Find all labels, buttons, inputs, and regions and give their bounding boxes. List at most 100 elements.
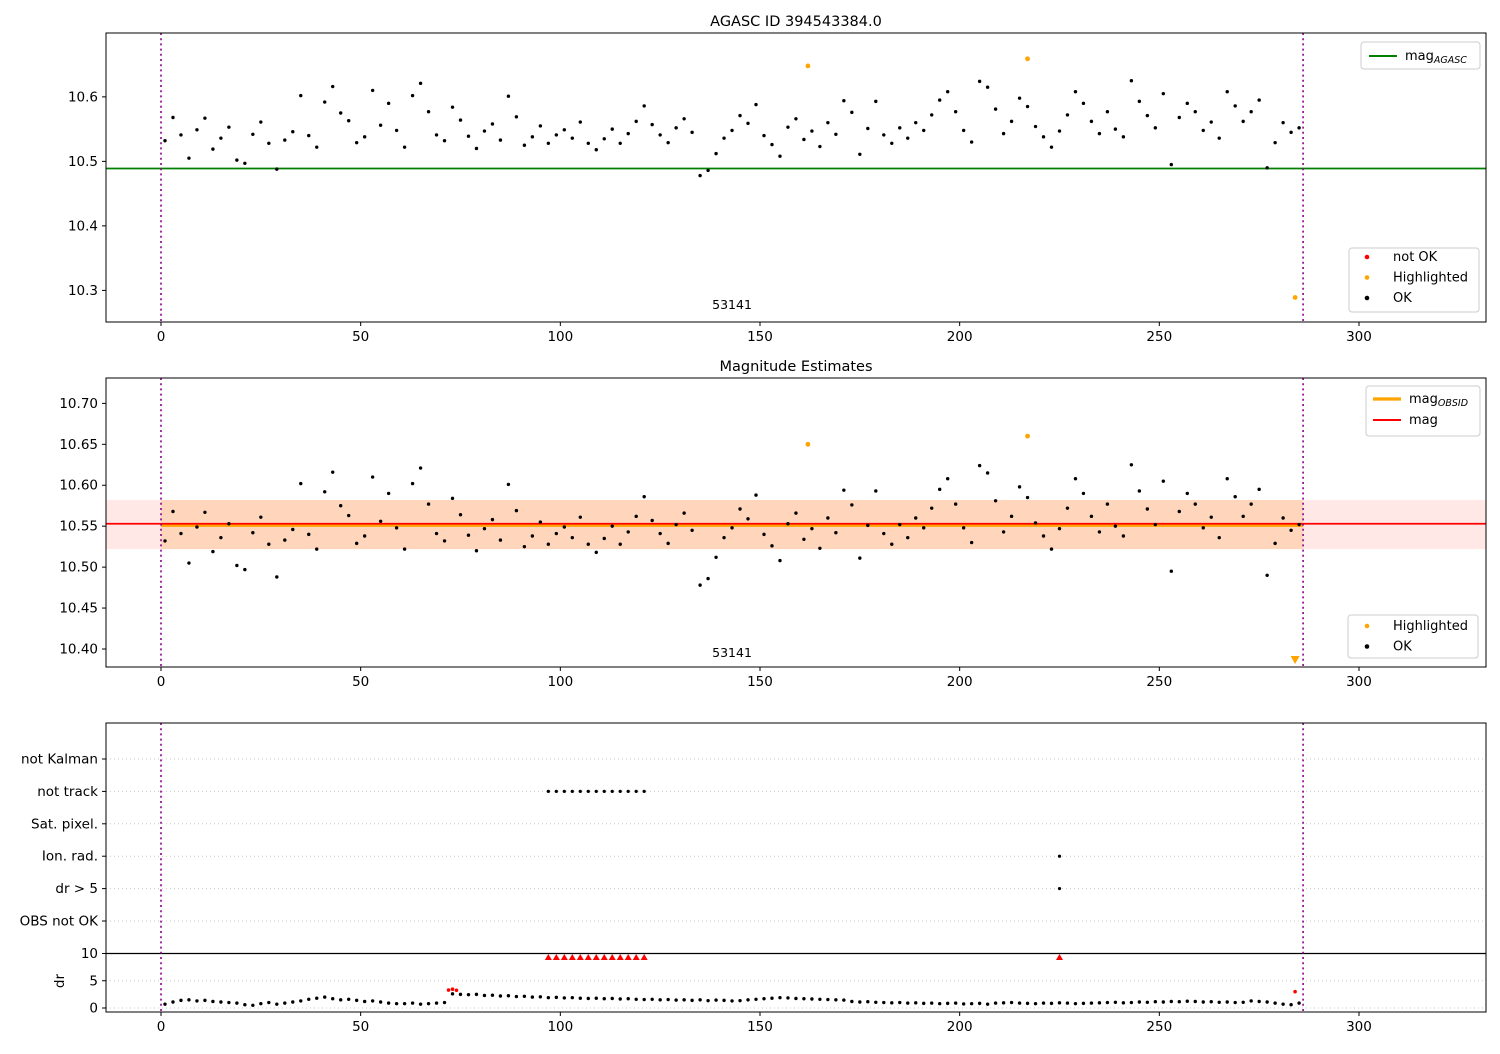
ok-point — [682, 117, 686, 121]
ok-point — [434, 531, 439, 536]
ok-point — [666, 541, 670, 546]
legend-label: OK — [1393, 640, 1412, 655]
ok-point — [642, 104, 646, 108]
ok-point — [953, 502, 958, 506]
ok-point — [890, 542, 894, 546]
y-tick-label: 10.4 — [68, 218, 98, 234]
legend-dot-sample — [1364, 275, 1370, 280]
dr-ok-point — [291, 1000, 295, 1004]
ok-point — [235, 158, 239, 162]
ok-point — [1273, 140, 1277, 145]
ok-point — [914, 120, 918, 125]
dr-ok-point — [914, 1001, 918, 1005]
ok-point — [674, 522, 678, 527]
ok-point — [874, 489, 878, 493]
ok-point — [243, 161, 247, 166]
ok-point — [977, 463, 982, 468]
dr-ok-point — [922, 1001, 926, 1006]
dr-ok-point — [1121, 1001, 1126, 1005]
ok-point — [171, 509, 175, 514]
x-tick-label: 100 — [547, 674, 573, 690]
dr-clipped-marker — [1055, 954, 1063, 960]
ok-point — [1001, 131, 1006, 136]
panel-agasc: AGASC ID 394543384.0 10.3 10.4 10.5 10.6 5314… — [68, 14, 1487, 345]
ok-point — [993, 107, 998, 111]
dr-clipped-marker — [624, 954, 632, 960]
x-tick-label: 0 — [157, 329, 166, 345]
dr-ok-point — [227, 1000, 231, 1005]
ok-point — [338, 504, 343, 508]
highlighted-point — [1025, 433, 1030, 439]
flag-point — [610, 789, 614, 794]
dr-ok-point — [450, 992, 455, 996]
ok-point — [602, 137, 606, 141]
ok-point — [1201, 526, 1205, 530]
ok-point — [1177, 509, 1181, 514]
legend-dot-sample — [1364, 644, 1370, 649]
dr-ok-point — [267, 1000, 271, 1005]
ok-point — [1177, 115, 1181, 120]
ok-point — [1097, 131, 1102, 136]
ok-point — [1225, 90, 1229, 94]
ok-point — [442, 539, 447, 543]
dr-ok-point — [985, 1002, 990, 1006]
ok-point — [1201, 128, 1205, 133]
ok-point — [1249, 502, 1253, 506]
dr-ok-point — [1177, 1000, 1181, 1004]
obsid-annotation: 53141 — [712, 645, 752, 660]
dr-ok-point — [834, 998, 838, 1002]
flag-point — [578, 789, 582, 794]
dr-ok-point — [562, 996, 567, 1000]
ok-point — [786, 125, 790, 129]
ok-point — [315, 145, 319, 149]
dr-ok-point — [1057, 1001, 1062, 1005]
ok-point — [969, 540, 974, 545]
ok-point — [874, 99, 878, 104]
ok-point — [882, 531, 886, 536]
ok-point — [802, 537, 806, 541]
dr-ok-point — [650, 997, 654, 1001]
dr-ok-point — [1209, 1000, 1213, 1004]
ok-point — [961, 128, 966, 133]
flag-point — [546, 789, 550, 794]
ok-point — [1129, 79, 1134, 83]
dr-clipped-marker — [584, 954, 592, 960]
ok-point — [418, 81, 423, 86]
dr-ok-point — [195, 999, 199, 1003]
ok-point — [842, 488, 846, 492]
ok-point — [618, 141, 622, 146]
ok-point — [466, 533, 471, 537]
x-tick-label: 250 — [1146, 674, 1172, 690]
flag-category-label: Sat. pixel. — [31, 816, 98, 832]
ok-point — [626, 530, 630, 534]
dr-ok-point — [1217, 1000, 1221, 1004]
dr-not-ok-point — [454, 988, 459, 993]
ok-point — [307, 133, 311, 138]
ok-point — [858, 152, 862, 156]
ok-point — [770, 544, 774, 548]
dr-ok-point — [490, 993, 495, 997]
ok-point — [1081, 101, 1086, 106]
ok-point — [1065, 506, 1070, 510]
ok-point — [1049, 547, 1054, 551]
ok-point — [275, 167, 279, 171]
dr-ok-point — [203, 998, 207, 1003]
ok-point — [1153, 126, 1158, 130]
x-tick-label: 50 — [352, 674, 369, 690]
ok-point — [914, 516, 918, 520]
dr-ok-point — [1001, 1001, 1006, 1005]
ok-point — [402, 145, 407, 149]
dr-ok-point — [1073, 1001, 1078, 1006]
ok-point — [243, 567, 247, 572]
dr-ok-point — [634, 997, 638, 1001]
legend-box — [1347, 614, 1479, 659]
ok-point — [594, 550, 598, 555]
dr-ok-point — [1089, 1001, 1094, 1005]
ok-point — [315, 547, 319, 551]
x-tick-label: 250 — [1146, 329, 1172, 345]
ok-point — [1257, 487, 1261, 492]
ok-point — [1065, 113, 1070, 117]
dr-clipped-marker — [600, 954, 608, 960]
dr-ok-point — [418, 1002, 423, 1006]
ok-point — [1241, 514, 1245, 519]
